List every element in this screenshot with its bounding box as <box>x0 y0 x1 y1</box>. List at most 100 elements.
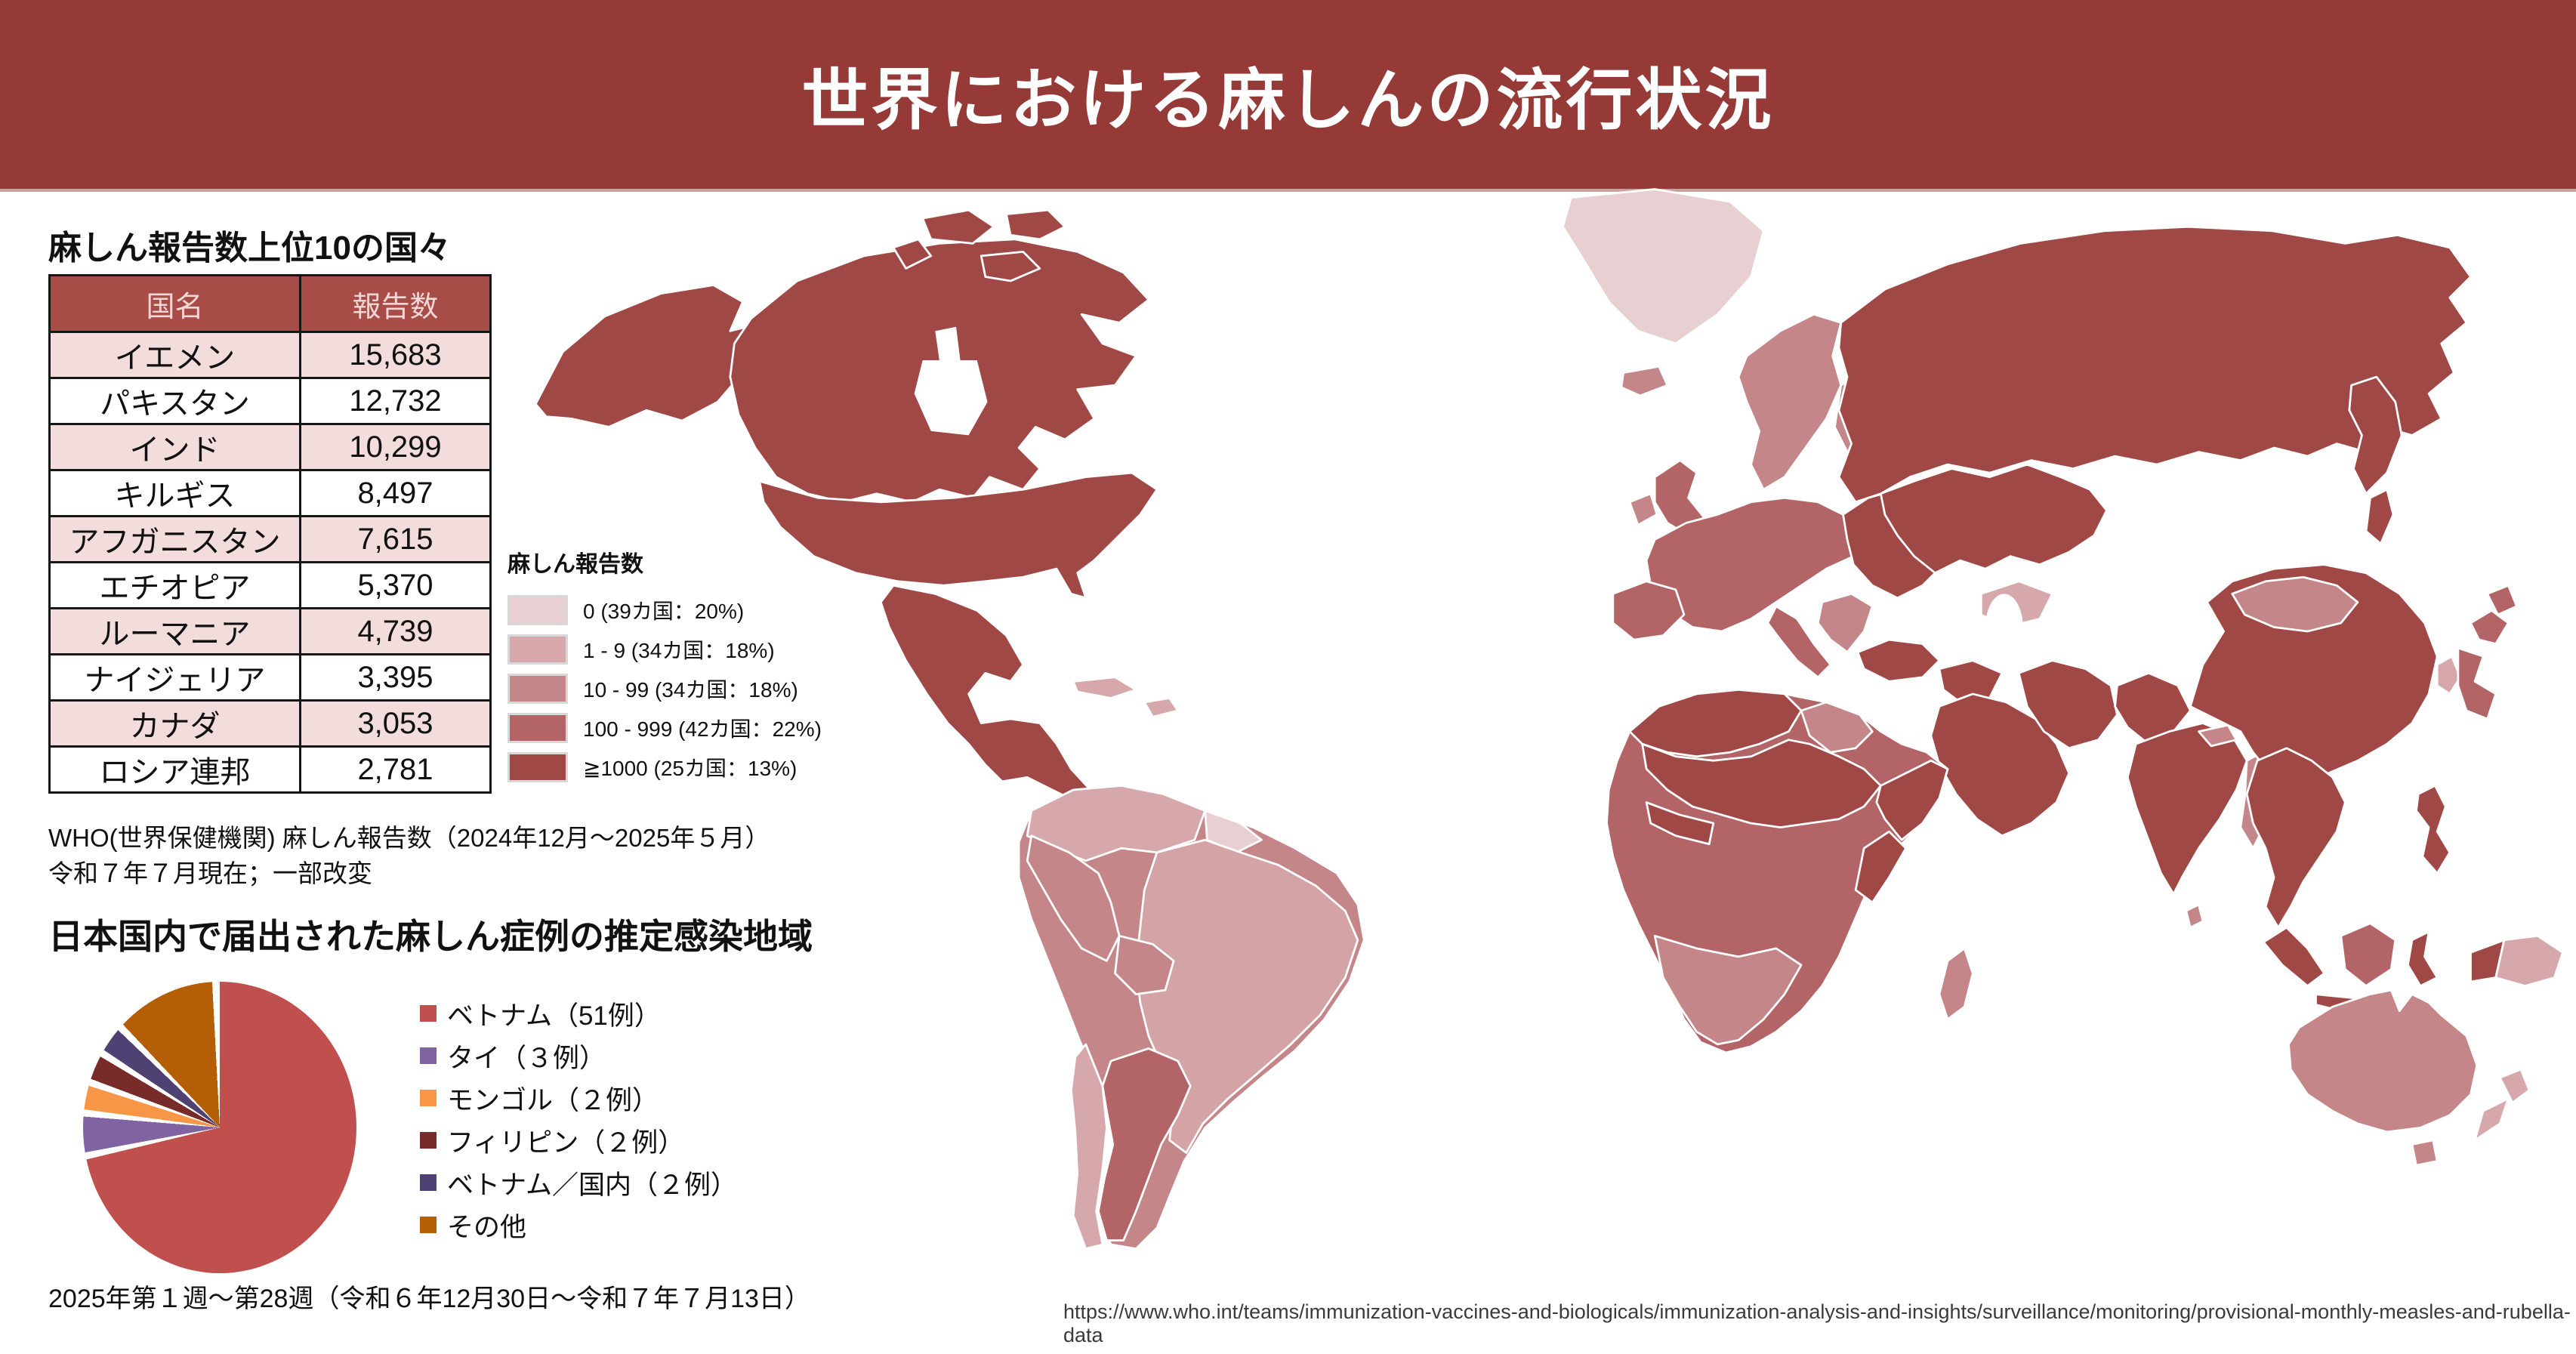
table-row: イエメン 15,683 <box>48 331 492 379</box>
count-cell: 3,053 <box>299 699 492 748</box>
country-cell: イエメン <box>48 331 301 379</box>
region-arctic-islands <box>892 208 1066 282</box>
region-iberia <box>1612 580 1686 641</box>
region-russia <box>1837 225 2472 504</box>
legend-label: フィリピン（２例） <box>447 1127 685 1158</box>
region-sumatra <box>2262 926 2325 987</box>
region-japan <box>2457 584 2518 720</box>
count-cell: 8,497 <box>299 469 492 517</box>
world-map <box>483 185 2575 1280</box>
pie-footnote: 2025年第１週～第28週（令和６年12月30日～令和７年７月13日） <box>48 1285 810 1313</box>
legend-item: 10 - 99 (34カ国：18%) <box>507 669 822 708</box>
region-korea <box>2436 655 2462 696</box>
legend-item: タイ（３例） <box>420 1035 737 1077</box>
region-east-africa <box>1854 830 1907 904</box>
table-row: ロシア連邦 2,781 <box>48 745 492 794</box>
header-banner: 世界における麻しんの流行状況 <box>0 0 2576 192</box>
count-cell: 2,781 <box>299 745 492 794</box>
table-header-row: 国名 報告数 <box>48 274 492 333</box>
region-india <box>2126 722 2248 896</box>
country-cell: インド <box>48 423 301 471</box>
region-scandinavia <box>1737 313 1843 491</box>
count-cell: 5,370 <box>299 561 492 609</box>
legend-swatch-icon <box>420 1217 437 1233</box>
legend-label: ベトナム／国内（２例） <box>447 1170 737 1200</box>
top-countries-table: 国名 報告数 イエメン 15,683 パキスタン 12,732 インド 10,299 キルギ… <box>48 274 492 794</box>
region-italy <box>1766 605 1832 679</box>
legend-swatch-icon <box>420 1005 437 1022</box>
top-countries-tbody: イエメン 15,683 パキスタン 12,732 インド 10,299 キルギス 8,497 ア… <box>48 331 492 794</box>
table-row: パキスタン 12,732 <box>48 377 492 425</box>
country-cell: ナイジェリア <box>48 653 301 702</box>
legend-label: その他 <box>447 1212 527 1242</box>
map-legend: 麻しん報告数 0 (39カ国：20%) 1 - 9 (34カ国：18%) 10 - … <box>507 545 822 787</box>
region-mongolia <box>2231 575 2359 633</box>
count-cell: 12,732 <box>299 377 492 425</box>
region-indochina <box>2245 747 2346 929</box>
legend-item: フィリピン（２例） <box>420 1119 737 1161</box>
legend-item: 0 (39カ国：20%) <box>507 591 822 630</box>
region-egypt <box>1800 701 1874 754</box>
top-countries-title: 麻しん報告数上位10の国々 <box>48 230 451 267</box>
region-sakhalin <box>2365 488 2395 545</box>
count-cell: 7,615 <box>299 515 492 563</box>
region-sahel-sudan <box>1641 739 1882 829</box>
count-cell: 3,395 <box>299 653 492 702</box>
region-australia <box>2288 989 2479 1133</box>
legend-label: 1 - 9 (34カ国：18%) <box>583 639 775 662</box>
caspian-sea <box>1985 594 2023 661</box>
country-cell: キルギス <box>48 469 301 517</box>
country-cell: ルーマニア <box>48 607 301 655</box>
legend-label: 0 (39カ国：20%) <box>583 600 745 623</box>
legend-swatch-icon <box>507 752 568 782</box>
region-ireland <box>1628 492 1658 526</box>
region-mexico-central-america <box>879 584 1096 803</box>
legend-swatch-icon <box>507 674 568 704</box>
country-cell: アフガニスタン <box>48 515 301 563</box>
legend-swatch-icon <box>420 1090 437 1106</box>
who-note-line1: WHO(世界保健機関) 麻しん報告数（2024年12月～2025年５月） <box>48 824 770 852</box>
legend-item: ≧1000 (25カ国：13%) <box>507 748 822 787</box>
table-row: カナダ 3,053 <box>48 699 492 748</box>
region-guyanas <box>1204 810 1263 854</box>
legend-label: 10 - 99 (34カ国：18%) <box>583 678 798 702</box>
pie-legend: ベトナム（51例） タイ（３例） モンゴル（２例） フィリピン（２例） ベトナム／国内（… <box>420 992 737 1246</box>
region-kazakhstan-central-asia <box>1879 463 2108 575</box>
region-kamchatka <box>2348 375 2403 495</box>
legend-item: ベトナム（51例） <box>420 992 737 1035</box>
region-iceland <box>1620 365 1669 397</box>
table-row: キルギス 8,497 <box>48 469 492 517</box>
region-nepal <box>2198 723 2238 748</box>
region-peru <box>1026 834 1121 962</box>
legend-label: ベトナム（51例） <box>447 1001 661 1031</box>
column-header-count: 報告数 <box>299 274 492 333</box>
region-papua-new-guinea <box>2494 934 2564 987</box>
source-url: https://www.who.int/teams/immunization-v… <box>1063 1300 2571 1346</box>
region-philippines <box>2415 785 2451 874</box>
legend-label: タイ（３例） <box>447 1043 606 1073</box>
legend-label: モンゴル（２例） <box>447 1085 659 1115</box>
table-row: ルーマニア 4,739 <box>48 607 492 655</box>
count-cell: 4,739 <box>299 607 492 655</box>
country-cell: カナダ <box>48 699 301 748</box>
hudson-bay <box>914 326 988 436</box>
count-cell: 15,683 <box>299 331 492 379</box>
region-argentina <box>1097 1047 1192 1241</box>
legend-swatch-icon <box>420 1174 437 1191</box>
country-cell: パキスタン <box>48 377 301 425</box>
table-row: インド 10,299 <box>48 423 492 471</box>
region-tasmania <box>2411 1139 2439 1167</box>
region-madagascar <box>1938 947 1974 1021</box>
legend-swatch-icon <box>507 634 568 665</box>
pie-chart <box>83 982 356 1273</box>
table-row: エチオピア 5,370 <box>48 561 492 609</box>
region-balkans <box>1816 592 1874 654</box>
legend-swatch-icon <box>420 1132 437 1149</box>
legend-swatch-icon <box>507 595 568 625</box>
legend-item: 1 - 9 (34カ国：18%) <box>507 630 822 669</box>
pie-section-title: 日本国内で届出された麻しん症例の推定感染地域 <box>48 917 813 956</box>
legend-swatch-icon <box>420 1047 437 1064</box>
region-caribbean <box>1072 676 1180 718</box>
region-iran <box>2017 659 2118 750</box>
region-greenland <box>1561 188 1765 345</box>
